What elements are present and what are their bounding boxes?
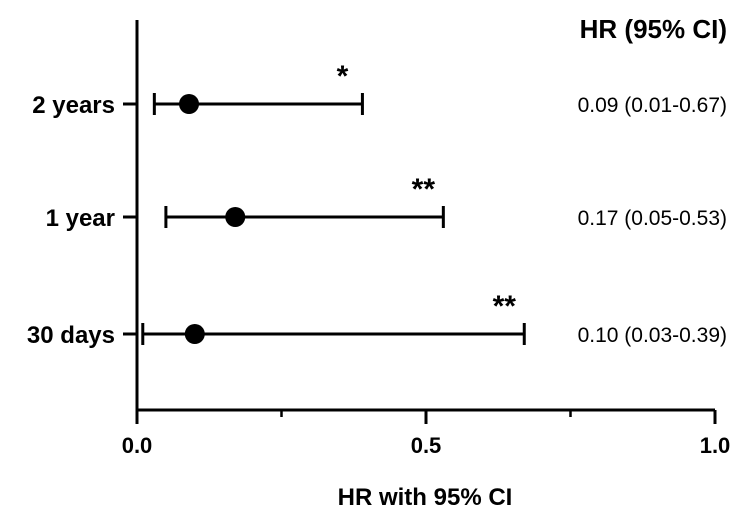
hr-point bbox=[184, 324, 205, 344]
significance-marker: * bbox=[337, 60, 349, 93]
hr-value-label: 0.17 (0.05-0.53) bbox=[578, 207, 727, 230]
category-label: 2 years bbox=[32, 92, 115, 119]
chart-marks: * 0.09 (0.01-0.67) ** 0.17 (0.05-0.53) ** 0.1… bbox=[141, 60, 727, 347]
significance-marker: ** bbox=[412, 173, 436, 206]
axes: 0.0 0.5 1.0 2 years 1 year 30 days bbox=[27, 20, 730, 458]
hr-point bbox=[179, 94, 200, 114]
x-tick-label: 0.5 bbox=[411, 433, 442, 458]
x-axis-title: HR with 95% CI bbox=[338, 484, 513, 511]
hr-value-label: 0.10 (0.03-0.39) bbox=[578, 324, 727, 347]
hr-point bbox=[225, 207, 246, 227]
significance-marker: ** bbox=[493, 290, 517, 323]
category-label: 1 year bbox=[46, 205, 115, 232]
column-header: HR (95% CI) bbox=[580, 14, 727, 44]
hr-value-label: 0.09 (0.01-0.67) bbox=[578, 94, 727, 117]
category-label: 30 days bbox=[27, 322, 115, 349]
x-tick-label: 0.0 bbox=[122, 433, 153, 458]
x-tick-label: 1.0 bbox=[700, 433, 731, 458]
